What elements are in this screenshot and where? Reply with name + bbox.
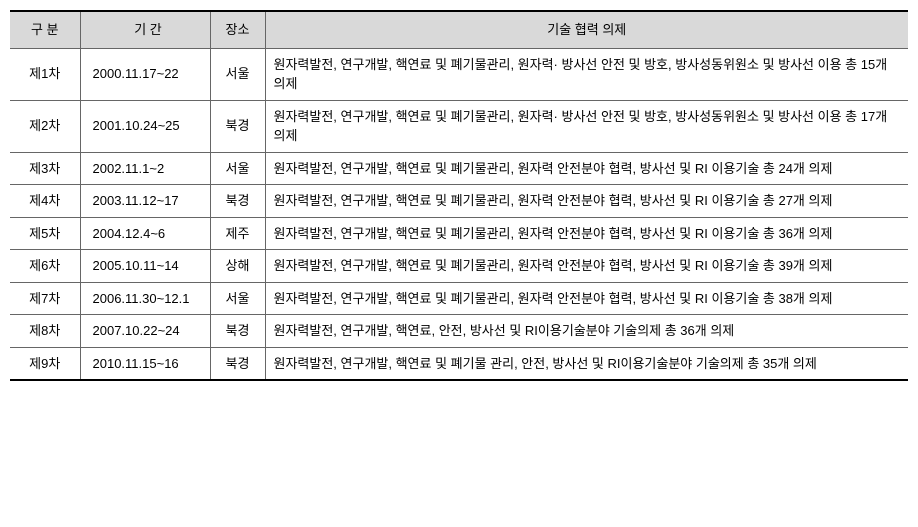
cell-topic: 원자력발전, 연구개발, 핵연료 및 폐기물관리, 원자력 안전분야 협력, 방…	[265, 250, 908, 283]
cell-period: 2004.12.4~6	[80, 217, 210, 250]
table-row: 제8차 2007.10.22~24 북경 원자력발전, 연구개발, 핵연료, 안…	[10, 315, 908, 348]
cell-division: 제9차	[10, 347, 80, 380]
cell-place: 북경	[210, 315, 265, 348]
cell-period: 2010.11.15~16	[80, 347, 210, 380]
cell-place: 북경	[210, 347, 265, 380]
table-row: 제5차 2004.12.4~6 제주 원자력발전, 연구개발, 핵연료 및 폐기…	[10, 217, 908, 250]
cell-period: 2005.10.11~14	[80, 250, 210, 283]
cell-topic: 원자력발전, 연구개발, 핵연료, 안전, 방사선 및 RI이용기술분야 기술의…	[265, 315, 908, 348]
table-row: 제1차 2000.11.17~22 서울 원자력발전, 연구개발, 핵연료 및 …	[10, 48, 908, 100]
header-division: 구 분	[10, 11, 80, 48]
cell-place: 북경	[210, 185, 265, 218]
cell-division: 제2차	[10, 100, 80, 152]
cell-place: 서울	[210, 282, 265, 315]
cell-period: 2002.11.1~2	[80, 152, 210, 185]
table-row: 제9차 2010.11.15~16 북경 원자력발전, 연구개발, 핵연료 및 …	[10, 347, 908, 380]
cell-place: 제주	[210, 217, 265, 250]
header-place: 장소	[210, 11, 265, 48]
cell-topic: 원자력발전, 연구개발, 핵연료 및 폐기물관리, 원자력 안전분야 협력, 방…	[265, 185, 908, 218]
cell-topic: 원자력발전, 연구개발, 핵연료 및 폐기물관리, 원자력· 방사선 안전 및 …	[265, 100, 908, 152]
table-row: 제7차 2006.11.30~12.1 서울 원자력발전, 연구개발, 핵연료 …	[10, 282, 908, 315]
table-row: 제3차 2002.11.1~2 서울 원자력발전, 연구개발, 핵연료 및 폐기…	[10, 152, 908, 185]
cell-division: 제5차	[10, 217, 80, 250]
header-row: 구 분 기 간 장소 기술 협력 의제	[10, 11, 908, 48]
cell-place: 상해	[210, 250, 265, 283]
cell-period: 2000.11.17~22	[80, 48, 210, 100]
cell-division: 제4차	[10, 185, 80, 218]
cooperation-table: 구 분 기 간 장소 기술 협력 의제 제1차 2000.11.17~22 서울…	[10, 10, 908, 381]
cell-topic: 원자력발전, 연구개발, 핵연료 및 폐기물관리, 원자력 안전분야 협력, 방…	[265, 282, 908, 315]
cell-place: 북경	[210, 100, 265, 152]
cell-topic: 원자력발전, 연구개발, 핵연료 및 폐기물관리, 원자력· 방사선 안전 및 …	[265, 48, 908, 100]
cell-division: 제3차	[10, 152, 80, 185]
cell-place: 서울	[210, 48, 265, 100]
table-body: 제1차 2000.11.17~22 서울 원자력발전, 연구개발, 핵연료 및 …	[10, 48, 908, 380]
table-row: 제6차 2005.10.11~14 상해 원자력발전, 연구개발, 핵연료 및 …	[10, 250, 908, 283]
cell-period: 2003.11.12~17	[80, 185, 210, 218]
header-period: 기 간	[80, 11, 210, 48]
cell-place: 서울	[210, 152, 265, 185]
cell-division: 제1차	[10, 48, 80, 100]
header-topic: 기술 협력 의제	[265, 11, 908, 48]
cell-division: 제6차	[10, 250, 80, 283]
table-row: 제4차 2003.11.12~17 북경 원자력발전, 연구개발, 핵연료 및 …	[10, 185, 908, 218]
cell-period: 2007.10.22~24	[80, 315, 210, 348]
table-row: 제2차 2001.10.24~25 북경 원자력발전, 연구개발, 핵연료 및 …	[10, 100, 908, 152]
cell-topic: 원자력발전, 연구개발, 핵연료 및 폐기물관리, 원자력 안전분야 협력, 방…	[265, 217, 908, 250]
cell-division: 제8차	[10, 315, 80, 348]
cell-division: 제7차	[10, 282, 80, 315]
cell-period: 2006.11.30~12.1	[80, 282, 210, 315]
cell-period: 2001.10.24~25	[80, 100, 210, 152]
cell-topic: 원자력발전, 연구개발, 핵연료 및 폐기물관리, 원자력 안전분야 협력, 방…	[265, 152, 908, 185]
cell-topic: 원자력발전, 연구개발, 핵연료 및 폐기물 관리, 안전, 방사선 및 RI이…	[265, 347, 908, 380]
